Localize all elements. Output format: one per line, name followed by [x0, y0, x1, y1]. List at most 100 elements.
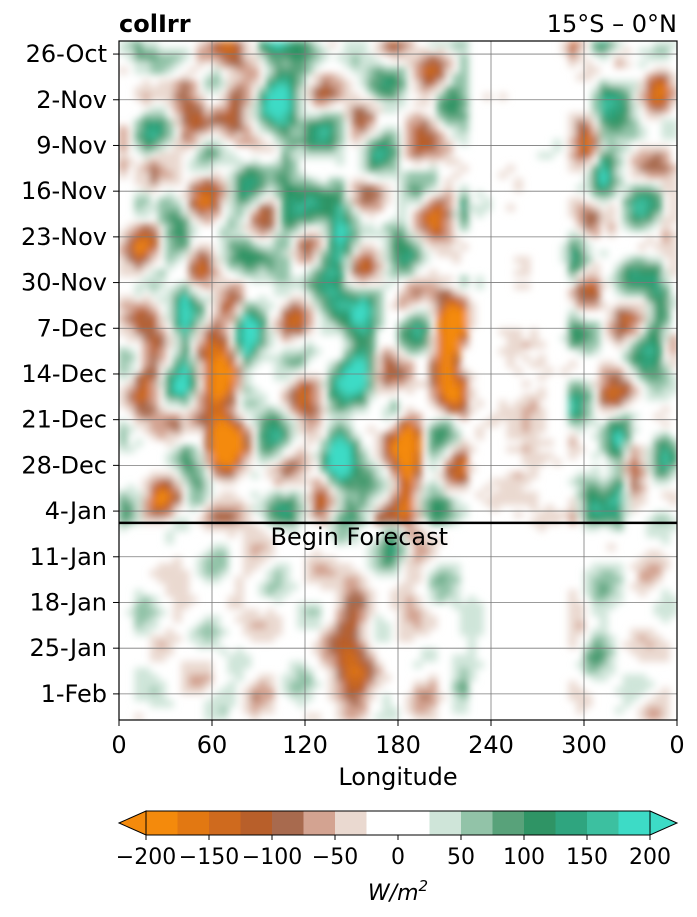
anomaly-cell	[615, 465, 624, 473]
anomaly-cell	[584, 132, 593, 140]
anomaly-cell	[460, 191, 469, 199]
anomaly-cell	[576, 249, 585, 258]
anomaly-cell	[212, 413, 221, 421]
anomaly-cell	[281, 302, 291, 310]
anomaly-cell	[367, 80, 376, 88]
anomaly-cell	[243, 73, 252, 81]
anomaly-cell	[212, 524, 221, 532]
anomaly-cell	[405, 576, 415, 584]
anomaly-cell	[351, 347, 360, 355]
anomaly-cell	[328, 406, 337, 414]
anomaly-cell	[289, 347, 298, 355]
anomaly-cell	[413, 210, 422, 218]
anomaly-cell	[599, 615, 608, 623]
anomaly-cell	[429, 484, 438, 493]
anomaly-cell	[196, 341, 205, 349]
anomaly-cell	[359, 334, 368, 342]
anomaly-cell	[607, 178, 616, 186]
anomaly-cell	[576, 413, 585, 421]
anomaly-cell	[142, 426, 151, 434]
anomaly-cell	[219, 458, 229, 466]
colorbar-swatch	[366, 811, 430, 835]
anomaly-cell	[243, 243, 252, 251]
anomaly-cell	[622, 99, 632, 107]
anomaly-cell	[351, 582, 360, 591]
anomaly-cell	[483, 484, 492, 493]
anomaly-cell	[622, 413, 632, 421]
anomaly-cell	[452, 563, 461, 571]
anomaly-cell	[622, 86, 632, 94]
anomaly-cell	[219, 360, 229, 369]
anomaly-cell	[382, 537, 391, 545]
anomaly-cell	[607, 191, 616, 199]
anomaly-cell	[622, 687, 632, 695]
anomaly-cell	[343, 674, 353, 682]
anomaly-cell	[351, 321, 360, 329]
anomaly-cell	[405, 609, 415, 617]
anomaly-cell	[669, 373, 677, 382]
anomaly-cell	[367, 191, 376, 199]
anomaly-cell	[165, 628, 174, 636]
anomaly-cell	[250, 210, 260, 218]
anomaly-cell	[212, 80, 221, 88]
anomaly-cell	[165, 295, 174, 303]
anomaly-cell	[134, 413, 143, 421]
anomaly-cell	[413, 282, 422, 290]
anomaly-cell	[305, 400, 314, 408]
anomaly-cell	[452, 158, 461, 166]
anomaly-cell	[250, 80, 260, 88]
anomaly-cell	[661, 158, 670, 166]
anomaly-cell	[374, 256, 384, 264]
anomaly-cell	[421, 178, 430, 186]
anomaly-cell	[661, 641, 670, 649]
anomaly-cell	[165, 47, 174, 55]
anomaly-cell	[212, 628, 221, 636]
anomaly-cell	[281, 334, 291, 342]
anomaly-cell	[367, 347, 376, 355]
anomaly-cell	[661, 589, 670, 597]
anomaly-cell	[615, 589, 624, 597]
anomaly-cell	[235, 236, 244, 244]
anomaly-cell	[188, 86, 198, 94]
anomaly-cell	[119, 511, 128, 519]
anomaly-cell	[452, 125, 461, 134]
anomaly-cell	[258, 700, 267, 708]
anomaly-cell	[134, 223, 143, 231]
anomaly-cell	[297, 41, 306, 49]
anomaly-cell	[351, 191, 360, 199]
anomaly-cell	[413, 171, 422, 179]
anomaly-cell	[219, 569, 229, 577]
anomaly-cell	[227, 308, 236, 316]
anomaly-cell	[607, 400, 616, 408]
anomaly-cell	[250, 269, 260, 277]
anomaly-cell	[336, 145, 345, 153]
anomaly-cell	[320, 145, 329, 153]
anomaly-cell	[452, 595, 461, 604]
anomaly-cell	[359, 693, 368, 702]
anomaly-cell	[421, 511, 430, 519]
anomaly-cell	[336, 308, 345, 316]
anomaly-cell	[374, 145, 384, 153]
anomaly-cell	[165, 93, 174, 101]
anomaly-cell	[382, 543, 391, 551]
anomaly-cell	[460, 511, 469, 519]
anomaly-cell	[243, 465, 252, 473]
anomaly-cell	[576, 204, 585, 212]
anomaly-cell	[289, 158, 298, 166]
anomaly-cell	[522, 445, 531, 453]
anomaly-cell	[250, 60, 260, 68]
anomaly-cell	[529, 452, 539, 460]
anomaly-cell	[281, 491, 291, 499]
anomaly-cell	[142, 158, 151, 166]
anomaly-cell	[173, 295, 182, 303]
anomaly-cell	[584, 223, 593, 231]
anomaly-cell	[188, 426, 198, 434]
anomaly-cell	[630, 693, 639, 702]
anomaly-cell	[460, 674, 469, 682]
anomaly-cell	[630, 367, 639, 375]
anomaly-cell	[266, 80, 275, 88]
anomaly-cell	[591, 67, 601, 75]
anomaly-cell	[227, 295, 236, 303]
anomaly-cell	[219, 99, 229, 107]
anomaly-cell	[576, 445, 585, 453]
